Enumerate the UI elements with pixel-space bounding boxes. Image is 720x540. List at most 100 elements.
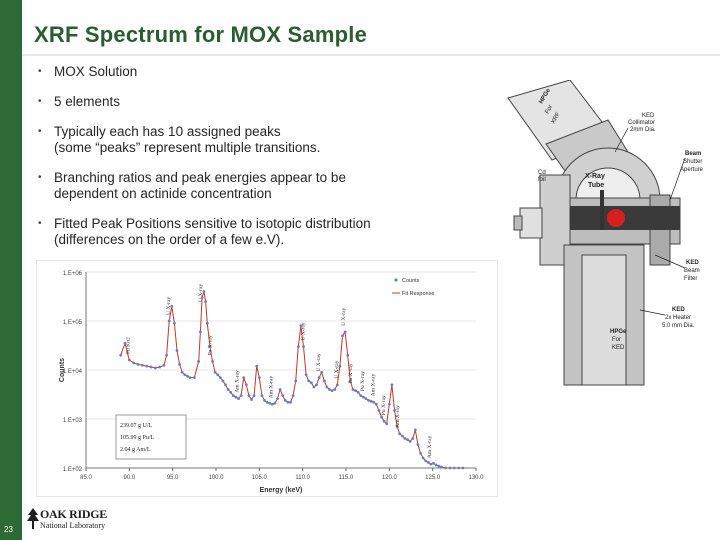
counts-point	[167, 319, 171, 323]
peak-label: Am X-ray	[395, 405, 401, 428]
counts-point	[374, 402, 378, 406]
y-tick-label: 1.E+02	[63, 467, 83, 473]
counts-point	[119, 353, 123, 357]
counts-point	[432, 461, 435, 465]
bullet-text: Typically each has 10 assigned peaks (so…	[54, 124, 321, 155]
counts-point	[186, 374, 189, 378]
svg-text:2mm Dia.: 2mm Dia.	[630, 127, 656, 133]
xrf-instrument-diagram: HPGe For XRF KED Collimator 2mm Dia. Bea…	[500, 80, 715, 410]
counts-point	[354, 389, 357, 392]
info-box-line: 105.99 g Pu/L	[120, 435, 155, 441]
counts-point	[335, 383, 339, 387]
counts-point	[242, 376, 246, 379]
counts-point	[320, 370, 324, 374]
counts-point	[369, 399, 373, 403]
counts-point	[263, 398, 266, 402]
counts-point	[367, 398, 370, 402]
counts-point	[302, 345, 305, 349]
accent-bar	[0, 0, 22, 540]
counts-point	[149, 365, 153, 369]
counts-point	[317, 376, 321, 379]
counts-point	[208, 345, 212, 349]
counts-point	[437, 464, 441, 468]
counts-point	[216, 373, 220, 377]
counts-point	[341, 334, 344, 338]
oak-ridge-tree-icon	[27, 508, 39, 529]
svg-text:Beam: Beam	[684, 268, 700, 274]
bullet-text: Branching ratios and peak energies appea…	[54, 170, 346, 201]
legend-counts-label: Counts	[402, 278, 420, 284]
bullet-icon: •	[38, 126, 42, 137]
svg-text:2x Heater: 2x Heater	[665, 315, 691, 321]
x-tick-label: 110.0	[295, 475, 310, 481]
counts-point	[197, 359, 201, 363]
bullet-item: • Branching ratios and peak energies app…	[38, 170, 438, 202]
x-tick-label: 85.0	[80, 475, 92, 481]
x-tick-label: 90.0	[123, 475, 135, 481]
counts-point	[364, 397, 368, 401]
svg-text:XRF: XRF	[551, 111, 562, 125]
counts-point	[351, 388, 355, 391]
x-tick-label: 100.0	[208, 475, 224, 481]
counts-point	[426, 461, 430, 464]
logo-subtitle: National Laboratory	[40, 521, 106, 530]
counts-point	[202, 290, 206, 293]
counts-point	[413, 428, 417, 432]
bullet-item: • MOX Solution	[38, 64, 438, 80]
counts-point	[204, 300, 208, 303]
svg-text:X-Ray: X-Ray	[585, 173, 605, 180]
bullet-list: • MOX Solution • 5 elements • Typically …	[38, 64, 438, 248]
counts-point	[257, 376, 261, 379]
page-number: 23	[4, 525, 13, 534]
counts-point	[183, 373, 187, 377]
peak-label: Pu X-ray	[208, 335, 214, 355]
counts-point	[408, 439, 412, 443]
counts-point	[229, 390, 233, 394]
instrument-schematic-icon: HPGe For XRF KED Collimator 2mm Dia. Bea…	[507, 80, 704, 386]
bullet-text: Fitted Peak Positions sensitive to isoto…	[54, 216, 371, 247]
counts-point	[218, 376, 222, 379]
counts-point	[372, 400, 376, 404]
counts-point	[315, 383, 318, 387]
counts-point	[178, 363, 182, 366]
counts-point	[304, 373, 308, 377]
svg-text:KED: KED	[672, 307, 685, 313]
counts-point	[400, 434, 404, 438]
slide-title: XRF Spectrum for MOX Sample	[34, 22, 368, 47]
svg-text:Shutter: Shutter	[683, 159, 702, 165]
counts-point	[123, 341, 127, 345]
counts-point	[211, 359, 214, 363]
bullet-icon: •	[38, 96, 42, 107]
svg-text:Aperture: Aperture	[680, 167, 704, 173]
peak-label: Pu X-ray	[348, 363, 354, 383]
bullet-icon: •	[38, 218, 42, 229]
counts-point	[158, 365, 162, 369]
x-tick-label: 105.0	[252, 475, 268, 481]
bullet-item: • Fitted Peak Positions sensitive to iso…	[38, 216, 438, 248]
counts-point	[322, 379, 326, 383]
counts-point	[294, 379, 298, 383]
counts-point	[333, 388, 337, 391]
counts-point	[286, 400, 290, 404]
counts-point	[224, 383, 227, 387]
counts-point	[250, 398, 253, 401]
peak-label: Am X-ray	[371, 374, 377, 397]
peak-label: Am X-ray	[235, 370, 241, 393]
svg-text:5.0 mm Dia.: 5.0 mm Dia.	[662, 323, 695, 329]
peak-label: Pu X-ray	[381, 395, 387, 415]
info-box-line: 2.04 g Am/L	[120, 447, 151, 453]
counts-point	[403, 437, 407, 440]
svg-text:Tube: Tube	[588, 182, 604, 189]
counts-point	[356, 390, 360, 394]
counts-point	[361, 395, 365, 399]
counts-point	[188, 376, 192, 379]
counts-point	[153, 366, 157, 370]
counts-point	[385, 422, 389, 426]
x-axis-label: Energy (keV)	[260, 487, 303, 494]
counts-point	[416, 443, 420, 447]
counts-point	[387, 402, 391, 406]
svg-text:Beam: Beam	[685, 151, 701, 157]
counts-point	[346, 353, 350, 357]
counts-point	[328, 388, 331, 391]
chart-canvas: 1.E+02 1.E+03 1.E+04 1.E+05 1.E+06 85.0 90.0 95…	[36, 260, 498, 497]
